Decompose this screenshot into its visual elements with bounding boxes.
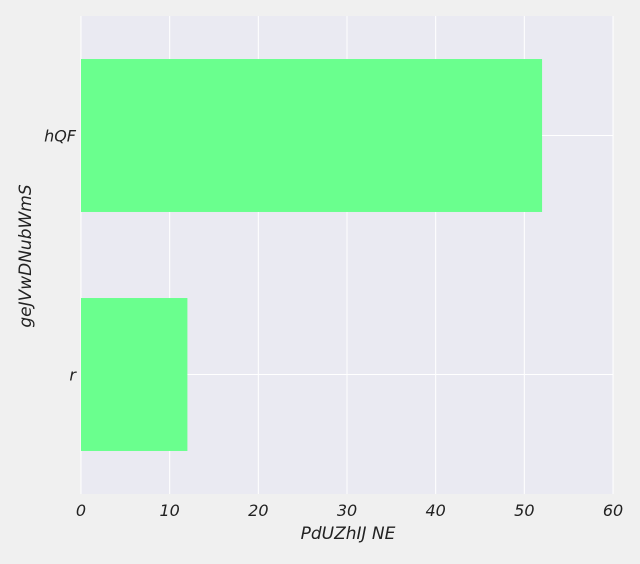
- x-tick-label: 60: [603, 501, 623, 520]
- bar-hQF: [81, 59, 543, 212]
- y-tick-label: r: [69, 366, 77, 385]
- x-tick-label: 10: [159, 501, 179, 520]
- y-tick-label: hQF: [44, 127, 77, 146]
- y-tick-labels: hQF r: [44, 127, 77, 385]
- x-tick-label: 30: [337, 501, 357, 520]
- x-tick-label: 0: [76, 501, 86, 520]
- bar-r: [81, 298, 188, 451]
- x-tick-label: 50: [514, 501, 534, 520]
- bars: [81, 59, 543, 451]
- x-tick-label: 40: [425, 501, 445, 520]
- x-axis-title: PdUZhIJ NE: [301, 524, 396, 544]
- y-axis-title: geJVwDNubWmS: [16, 184, 36, 328]
- x-tick-label: 20: [248, 501, 268, 520]
- x-tick-labels: 0 10 20 30 40 50 60: [76, 501, 623, 520]
